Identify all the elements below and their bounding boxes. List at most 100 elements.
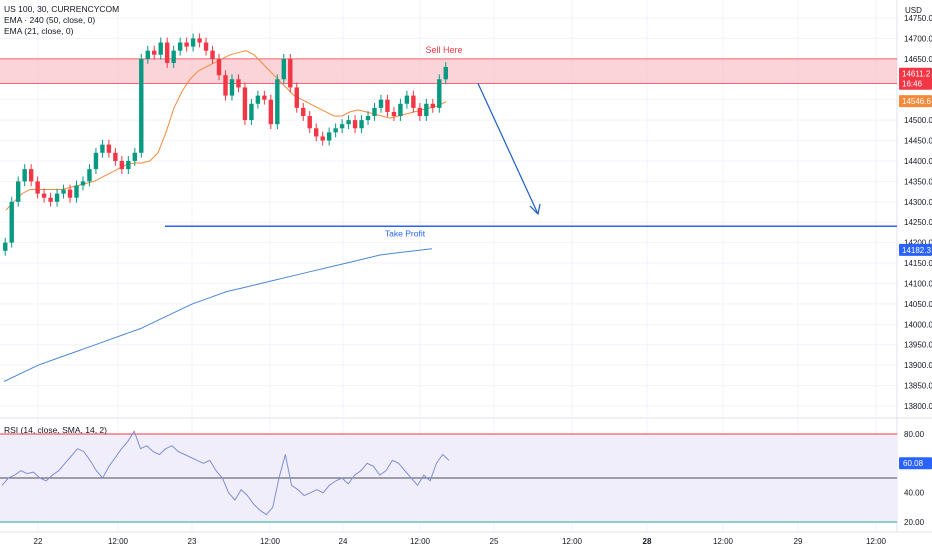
candle-body: [359, 120, 364, 129]
candle-body: [100, 144, 105, 153]
candle-body: [411, 95, 416, 108]
candle-body: [398, 103, 403, 117]
arrow-shaft: [477, 83, 539, 215]
price-tick-label: 14700.0: [904, 34, 932, 43]
candle-body: [48, 197, 53, 202]
time-tick-label: 12:00: [866, 537, 887, 546]
price-tick-label: 14100.0: [904, 279, 932, 288]
rsi-legend[interactable]: RSI (14, close, SMA, 14, 2): [4, 425, 107, 435]
candle-body: [184, 42, 189, 47]
price-badge-sublabel: 16:46: [902, 80, 923, 89]
candle-body: [74, 185, 79, 198]
candle-body: [262, 95, 267, 100]
time-tick-label: 28: [643, 537, 652, 546]
price-tick-label: 14300.0: [904, 198, 932, 207]
candle-body: [242, 87, 248, 121]
time-axis[interactable]: 22 12:00 23 12:00 24 12:00 25 12:00 28 12:00 29 12:…: [0, 531, 932, 546]
candle-body: [281, 58, 287, 80]
candle-body: [15, 181, 21, 202]
arrow-head: [529, 203, 541, 216]
candle-body: [132, 152, 138, 161]
ema-fast-legend[interactable]: EMA (21, close, 0): [4, 26, 74, 36]
candle-body: [35, 181, 40, 194]
price-tick-label: 14400.0: [904, 157, 932, 166]
candle-body: [164, 42, 170, 63]
candle-body: [385, 99, 390, 112]
candle-body: [203, 42, 209, 51]
rsi-tick-label: 80.00: [904, 430, 925, 439]
chart-legend: US 100, 30, CURRENCYCOM EMA · 240 (50, c…: [4, 4, 119, 37]
ema-slow-legend[interactable]: EMA · 240 (50, close, 0): [4, 15, 96, 25]
candles: [3, 33, 448, 256]
candle-body: [113, 152, 118, 161]
price-tick-label: 13950.0: [904, 341, 932, 350]
time-tick-label: 12:00: [713, 537, 734, 546]
candle-body: [424, 103, 429, 117]
rsi-tick-label: 40.00: [904, 489, 925, 498]
time-tick-label: 12:00: [562, 537, 583, 546]
candle-body: [352, 120, 358, 129]
price-tick-label: 14350.0: [904, 177, 932, 186]
time-tick-label: 25: [490, 537, 499, 546]
price-badge: [899, 95, 932, 108]
price-tick-label: 13800.0: [904, 402, 932, 411]
time-tick-label: 29: [794, 537, 803, 546]
price-tick-label: 14750.0: [904, 14, 932, 23]
candle-body: [145, 50, 150, 59]
price-badges: 14611.216:46 14546.6 14182.3: [899, 67, 932, 256]
time-tick-label: 24: [339, 537, 348, 546]
price-tick-label: 14250.0: [904, 218, 932, 227]
candle-body: [139, 58, 144, 153]
ema-slow-line: [3, 248, 433, 382]
candle-body: [255, 95, 261, 104]
candle-body: [28, 169, 34, 182]
candle-body: [437, 79, 442, 108]
candle-body: [197, 38, 202, 43]
take-profit-line[interactable]: Take Profit: [165, 225, 897, 238]
candle-body: [41, 193, 47, 198]
candle-body: [106, 144, 112, 153]
candle-body: [268, 99, 274, 125]
price-tick-label: 14050.0: [904, 300, 932, 309]
time-tick-label: 12:00: [410, 537, 431, 546]
candle-body: [93, 152, 99, 170]
candle-body: [3, 242, 8, 251]
candle-body: [346, 120, 351, 125]
candle-body: [301, 107, 306, 117]
rsi-line: [1, 429, 450, 516]
ema-slow-path: [3, 248, 433, 382]
candle-body: [326, 132, 332, 141]
candle-body: [313, 128, 319, 137]
candle-body: [210, 50, 215, 59]
price-tick-label: 14150.0: [904, 259, 932, 268]
candle-body: [216, 58, 222, 76]
candle-body: [229, 79, 235, 96]
price-badge: [899, 243, 932, 256]
rsi-tick-label: 20.00: [904, 518, 925, 527]
currency-label: USD: [905, 6, 922, 15]
price-badge: [899, 67, 932, 90]
candle-body: [54, 193, 60, 202]
candle-body: [417, 107, 423, 117]
candle-body: [339, 124, 345, 129]
down-arrow[interactable]: [477, 83, 541, 216]
candle-body: [177, 42, 183, 51]
candle-body: [307, 116, 312, 129]
candle-body: [171, 50, 176, 63]
candle-body: [126, 160, 131, 170]
price-badge-label: 14611.2: [902, 70, 931, 79]
symbol-title[interactable]: US 100, 30, CURRENCYCOM: [4, 4, 120, 14]
candle-body: [190, 38, 196, 47]
candle-body: [9, 201, 14, 243]
candle-body: [223, 75, 228, 96]
time-tick-label: 12:00: [108, 537, 129, 546]
candle-body: [320, 136, 325, 141]
rsi-current-label: 60.08: [903, 459, 924, 468]
sell-zone[interactable]: Sell Here: [0, 45, 897, 84]
sell-here-label: Sell Here: [425, 45, 462, 55]
candle-body: [404, 95, 410, 104]
candle-body: [333, 128, 338, 133]
